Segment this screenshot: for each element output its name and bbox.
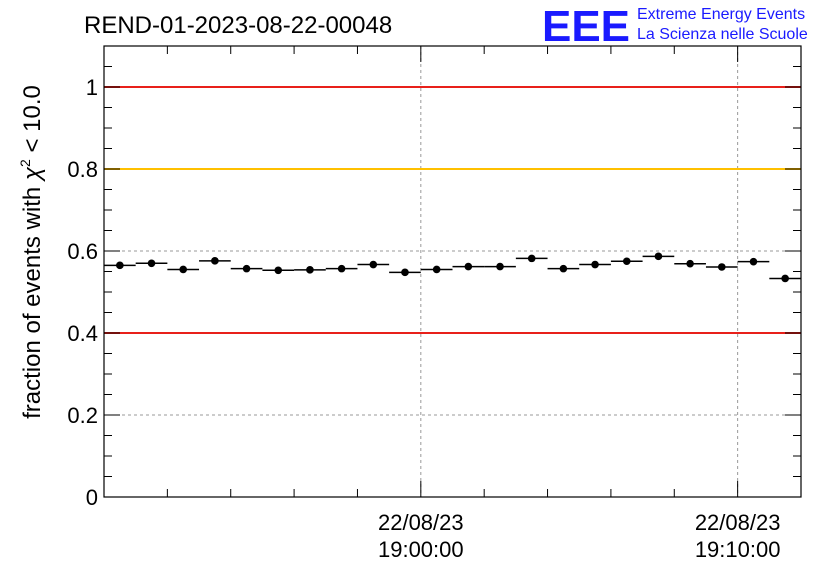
y-tick-label: 0: [86, 485, 98, 510]
data-point: [737, 257, 770, 266]
data-point-marker: [496, 262, 504, 271]
data-point-marker: [242, 264, 251, 273]
y-tick-labels: 0 0.2 0.4 0.6 0.8 1: [67, 75, 98, 510]
data-point-marker: [464, 262, 473, 271]
data-point-marker: [781, 274, 789, 283]
data-point-marker: [369, 260, 378, 269]
data-point: [674, 259, 706, 268]
data-point-marker: [686, 259, 694, 268]
y-axis-label-chi: χ: [19, 166, 46, 182]
grid-layer: [104, 46, 801, 497]
y-axis-label-tail: < 10.0: [19, 85, 46, 159]
y-axis-label-main: fraction of events with: [19, 180, 46, 419]
data-point: [705, 263, 738, 271]
data-point-marker: [116, 261, 124, 270]
x-tick-label-date: 22/08/23: [695, 510, 781, 535]
eee-logo-line2: La Scienza nelle Scuole: [637, 26, 808, 43]
data-point: [262, 266, 295, 275]
y-axis-label: fraction of events with χ2 < 10.0: [17, 85, 46, 419]
data-point: [484, 262, 516, 271]
plot-frame: [103, 45, 802, 498]
data-point-marker: [654, 252, 663, 261]
data-point-marker: [401, 268, 409, 277]
data-point-marker: [337, 264, 346, 273]
x-tick-label-time: 19:00:00: [378, 537, 464, 562]
data-point-marker: [591, 260, 599, 269]
reference-lines: [104, 86, 801, 334]
data-point: [547, 264, 580, 273]
y-tick-label: 0.4: [67, 321, 98, 346]
data-point-marker: [274, 266, 283, 275]
data-point: [167, 265, 200, 274]
chart-title: REND-01-2023-08-22-00048: [84, 12, 392, 39]
data-point-marker: [749, 257, 758, 266]
data-point: [104, 261, 136, 270]
data-point: [515, 254, 548, 263]
data-point-marker: [179, 265, 188, 274]
data-point-marker: [211, 257, 219, 265]
data-point-marker: [622, 257, 631, 266]
data-point: [420, 265, 453, 274]
eee-logo-line1: Extreme Energy Events: [637, 6, 805, 23]
data-point: [579, 260, 611, 269]
data-point-marker: [432, 265, 441, 274]
eee-logo: EEE Extreme Energy Events La Scienza nel…: [542, 2, 808, 51]
axis-ticks: [104, 45, 801, 498]
data-point: [389, 268, 421, 277]
data-point-marker: [306, 266, 314, 274]
data-point: [610, 257, 643, 266]
y-tick-label: 1: [86, 75, 98, 100]
x-tick-label-time: 19:10:00: [695, 537, 781, 562]
data-point-marker: [559, 264, 568, 273]
y-tick-label: 0.8: [67, 157, 98, 182]
eee-logo-mark: EEE: [542, 2, 630, 51]
data-point: [357, 260, 390, 269]
data-point: [135, 259, 168, 268]
data-point: [642, 252, 675, 261]
data-point-marker: [527, 254, 536, 263]
data-point: [199, 257, 231, 265]
data-points: [104, 252, 801, 283]
y-axis-label-sup: 2: [17, 159, 33, 167]
data-point-marker: [147, 259, 156, 268]
data-point: [769, 274, 801, 283]
y-tick-label: 0.2: [67, 403, 98, 428]
data-point: [294, 266, 326, 274]
x-tick-label-date: 22/08/23: [378, 510, 464, 535]
data-point: [230, 264, 263, 273]
data-point-marker: [717, 263, 726, 271]
y-tick-label: 0.6: [67, 239, 98, 264]
data-point: [452, 262, 485, 271]
data-point: [325, 264, 358, 273]
